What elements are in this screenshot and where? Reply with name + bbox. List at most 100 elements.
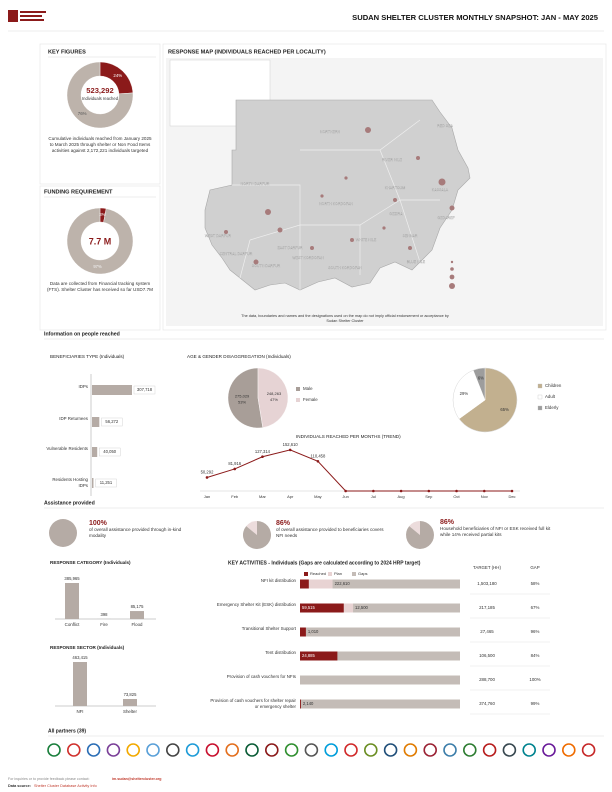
section-title: All partners (39) xyxy=(48,728,86,734)
section-title: BENEFICIARIES TYPE (Individuals) xyxy=(50,354,125,359)
map-bubble xyxy=(393,198,397,202)
bar-reached xyxy=(300,579,309,589)
pie-value: 248,263 xyxy=(267,391,282,396)
map-bubble xyxy=(320,194,324,198)
partner-logo xyxy=(522,743,537,757)
map-bubble xyxy=(408,246,412,250)
value-box xyxy=(95,478,117,488)
legend-swatch xyxy=(304,572,308,576)
target-value: 106,500 xyxy=(479,653,495,658)
donut-label: 97% xyxy=(93,264,102,269)
map-bubble xyxy=(350,238,354,242)
panel xyxy=(162,43,607,331)
partner-logo xyxy=(126,743,140,757)
assistance-text: Household beneficiaries of NFI or ESK re… xyxy=(440,526,551,538)
assistance-value: 86% xyxy=(440,519,455,526)
logo-line xyxy=(20,15,42,17)
section-title: AGE & GENDER DISAGGREGATION (Individuals… xyxy=(187,354,291,359)
partner-logo xyxy=(482,743,497,757)
map-label: GEZIRA xyxy=(389,212,403,216)
donut-label: 3% xyxy=(99,212,105,217)
x-tick-label: Sep xyxy=(425,494,433,499)
partner-logo xyxy=(185,743,200,757)
gap-track xyxy=(300,651,460,661)
section-title: RESPONSE MAP (INDIVIDUALS REACHED PER LO… xyxy=(168,49,326,55)
bar xyxy=(92,417,100,427)
gap-value: 99% xyxy=(531,701,540,706)
point-label: 50,292 xyxy=(201,470,214,475)
bar-value: 11,251 xyxy=(100,480,113,485)
activity-label: Provision of cash vouchers for shelter r… xyxy=(210,698,296,709)
map-label: KASSALA xyxy=(432,188,449,192)
value-box xyxy=(99,447,121,457)
pie-rest xyxy=(246,521,257,535)
page-title: SUDAN SHELTER CLUSTER MONTHLY SNAPSHOT: … xyxy=(352,13,599,22)
map-label: CENTRAL DARFUR xyxy=(220,252,253,256)
footer-source: Shelter Cluster Database Activity Info xyxy=(34,784,97,788)
map-label: SENNAR xyxy=(403,234,418,238)
map-label: WEST KORDOFAN xyxy=(292,256,324,260)
bar-value: 59,515 xyxy=(302,605,315,610)
map-label: SOUTH DARFUR xyxy=(252,264,281,268)
x-tick-label: Jan xyxy=(204,494,210,499)
bar-value: 463,415 xyxy=(72,655,88,660)
bar-category: Vulnerable Residents xyxy=(46,446,88,451)
trend-point xyxy=(233,467,237,471)
legend-label: Elderly xyxy=(545,405,559,410)
bar xyxy=(65,583,79,619)
trend-point xyxy=(316,459,320,463)
map-legend-symbol xyxy=(449,274,455,280)
map-caption: The data, boundaries and names and the d… xyxy=(241,314,449,324)
assistance-text: of overall assistance provided to benefi… xyxy=(276,527,384,539)
section-title: INDIVIDUALS REACHED PER MONTHS (TREND) xyxy=(296,434,401,439)
partner-logo xyxy=(304,743,319,757)
x-tick-label: Oct xyxy=(453,494,460,499)
key-figure-label: Individuals reached xyxy=(82,96,119,101)
map-bubble xyxy=(265,209,271,215)
assistance-value: 86% xyxy=(276,520,291,527)
partner-logo xyxy=(443,743,457,757)
map-bubble xyxy=(382,226,386,230)
legend-swatch xyxy=(296,387,300,391)
partner-logo xyxy=(561,743,576,757)
pie-rest xyxy=(409,521,420,535)
section-title: Information on people reached xyxy=(44,331,120,337)
trend-point xyxy=(261,455,264,459)
value-box xyxy=(101,417,123,427)
pie-percent: 53% xyxy=(238,399,246,404)
gap-track xyxy=(300,603,460,613)
point-label: 127,314 xyxy=(255,449,271,454)
legend-swatch xyxy=(296,398,300,402)
partner-logo xyxy=(106,743,121,757)
trend-point xyxy=(344,489,347,493)
map-label: RIVER NILE xyxy=(382,158,403,162)
bar-value: 222,610 xyxy=(335,581,351,586)
partner-logo xyxy=(462,743,477,757)
bar-value: 1,010 xyxy=(308,629,319,634)
map-bubble xyxy=(344,176,348,180)
bar xyxy=(92,478,94,488)
gap-value: 84% xyxy=(531,653,540,658)
trend-point xyxy=(427,489,431,493)
funding-value: 7.7 M xyxy=(89,236,112,246)
bar-reached xyxy=(300,651,338,661)
point-label: 110,458 xyxy=(310,453,325,458)
logo-mark xyxy=(8,10,18,22)
logo-line xyxy=(20,19,44,21)
map-bubble xyxy=(253,259,259,265)
partner-logo xyxy=(166,743,180,757)
legend-swatch xyxy=(537,383,543,389)
legend-label: Children xyxy=(545,383,562,388)
pie-value: 275,029 xyxy=(235,393,250,398)
x-tick-label: Mar xyxy=(259,494,267,499)
bar-plan xyxy=(343,603,354,613)
pie-slice xyxy=(227,367,264,429)
activity-label: NFI kit distribution xyxy=(260,578,296,583)
target-value: 374,760 xyxy=(479,701,495,706)
x-tick-label: Flood xyxy=(132,622,144,627)
gap-value: 96% xyxy=(531,629,540,634)
footer-contact: For inquiries or to provide feedback ple… xyxy=(8,777,90,781)
x-tick-label: Dec xyxy=(508,494,515,499)
gap-track xyxy=(300,579,460,589)
map-label: GEDAREF xyxy=(437,216,455,220)
